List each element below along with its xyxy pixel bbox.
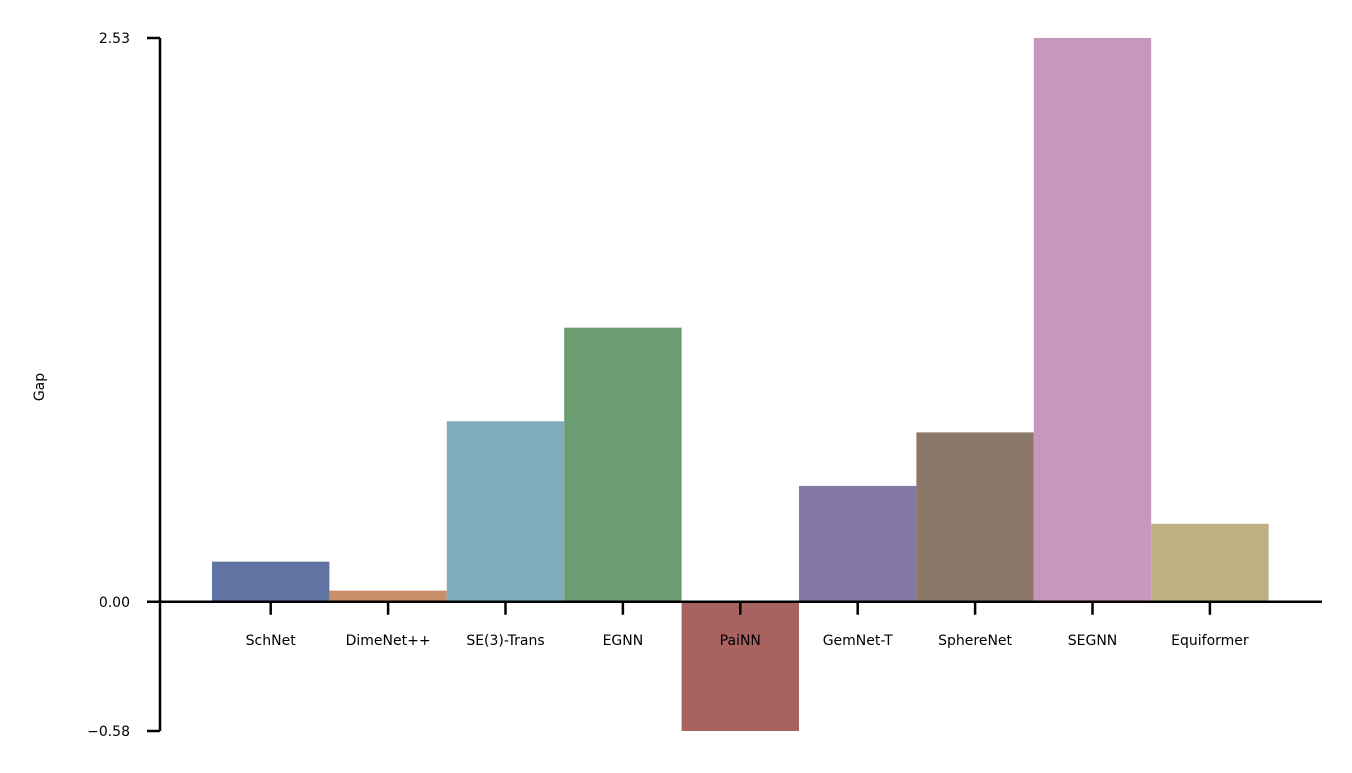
x-ticks-group: SchNet DimeNet++ SE(3)-Trans EGNN PaiNN GemNe… — [246, 601, 1249, 649]
y-tick-label: 0.00 — [99, 595, 130, 611]
y-tick-label: −0.58 — [87, 724, 130, 740]
x-tick-label: DimeNet++ — [346, 633, 431, 649]
bar-se-3-trans — [446, 421, 565, 602]
x-tick-label: PaiNN — [720, 633, 761, 649]
bar-dimenet — [329, 590, 447, 602]
x-tick-label: SE(3)-Trans — [466, 633, 544, 649]
bar-gemnet-t — [799, 485, 917, 602]
bar-painn — [681, 601, 799, 731]
bars-group — [212, 38, 1269, 731]
bar-segnn — [1033, 38, 1152, 602]
y-ticks-group: −0.58 0.00 2.53 — [87, 31, 160, 740]
bar-schnet — [212, 561, 330, 602]
x-tick-label: EGNN — [603, 633, 644, 649]
x-tick-label: SchNet — [246, 633, 297, 649]
x-tick-label: Equiformer — [1171, 633, 1249, 649]
bar-egnn — [564, 327, 682, 602]
x-tick-label: GemNet-T — [823, 633, 893, 649]
bar-spherenet — [916, 432, 1034, 602]
x-tick-label: SEGNN — [1068, 633, 1118, 649]
y-tick-label: 2.53 — [99, 31, 130, 47]
y-axis-title: Gap — [32, 373, 48, 401]
bar-equiformer — [1151, 523, 1269, 602]
x-tick-label: SphereNet — [938, 633, 1012, 649]
